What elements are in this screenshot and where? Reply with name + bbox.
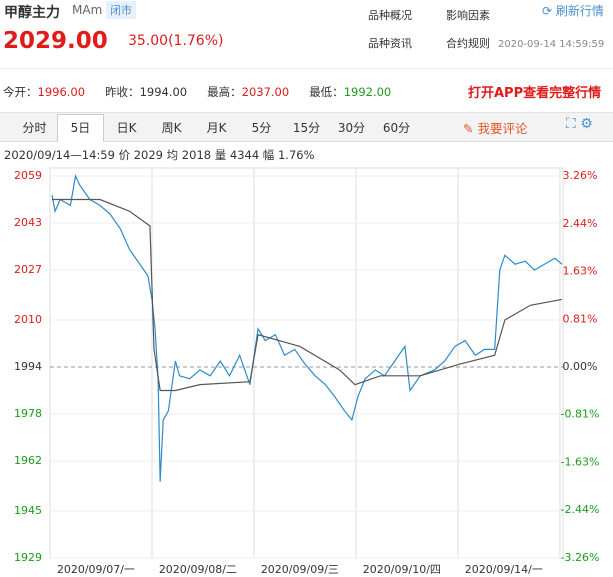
stat-label: 今开：	[3, 85, 38, 99]
price: 2029.00	[3, 28, 108, 54]
x-tick-label: 2020/09/09/三	[261, 563, 339, 576]
y-tick-label: 2059	[14, 169, 42, 182]
y2-tick-label: -2.44%	[561, 503, 600, 516]
status: 闭市	[106, 1, 136, 19]
tab[interactable]: 周K	[161, 121, 182, 135]
y-tick-label: 1929	[14, 551, 42, 564]
link[interactable]: 影响因素	[446, 9, 490, 22]
stat: 今开：1996.00	[3, 85, 85, 99]
y2-tick-label: -0.81%	[561, 407, 600, 420]
stat: 最低：1992.00	[309, 85, 391, 99]
comment-text[interactable]: 我要评论	[477, 121, 528, 136]
stat: 最高：2037.00	[207, 85, 289, 99]
stat-value: 1994.00	[139, 85, 188, 99]
link[interactable]: 品种概况	[368, 9, 412, 22]
plot-border	[49, 167, 564, 559]
tab[interactable]: 15分	[292, 121, 321, 135]
tab[interactable]: 分时	[22, 121, 47, 135]
refresh-text[interactable]: 刷新行情	[555, 4, 604, 18]
tab[interactable]: 5日	[57, 114, 104, 142]
y-tick-label: 2043	[14, 216, 42, 229]
link[interactable]: 品种资讯	[368, 37, 412, 50]
y-tick-label: 1945	[14, 504, 42, 517]
link[interactable]: 合约规则	[446, 37, 490, 50]
info: 2020/09/14—14:59 价 2029 均 2018 量 4344 幅 …	[4, 148, 315, 162]
y2-tick-label: 0.00%	[563, 360, 598, 373]
y2-tick-label: 0.81%	[563, 313, 598, 326]
y2-tick-label: 1.63%	[563, 265, 598, 278]
stat-label: 最低：	[309, 85, 344, 99]
stats: 今开：1996.00 昨收：1994.00 最高：2037.00 最低：1992.00	[3, 84, 411, 100]
stat-value: 1996.00	[37, 85, 86, 99]
x-tick-label: 2020/09/10/四	[363, 563, 441, 576]
tab[interactable]: 月K	[206, 121, 227, 135]
y2-tick-label: 3.26%	[563, 169, 598, 182]
fullscreen[interactable]: ⛶ ⚙	[566, 116, 593, 132]
stat-label: 最高：	[207, 85, 242, 99]
tab-bar: 分时 5日 日K 周K 月K 5分 15分 30分 60分 ✎ 我要评论 ⛶ ⚙	[0, 112, 613, 142]
series-line	[51, 174, 563, 482]
tab[interactable]: 30分	[337, 121, 366, 135]
divider	[0, 68, 613, 69]
x-tick-label: 2020/09/07/一	[57, 563, 135, 576]
tab[interactable]: 5分	[251, 121, 272, 135]
time: 2020-09-14 14:59:59	[498, 39, 605, 50]
y-tick-label: 2010	[14, 313, 42, 326]
tab[interactable]: 60分	[382, 121, 411, 135]
tabs: 分时 5日 日K 周K 月K 5分 15分 30分 60分	[12, 114, 419, 142]
x-tick-label: 2020/09/14/一	[465, 563, 543, 576]
stat-value: 1992.00	[343, 85, 392, 99]
y-tick-label: 2027	[14, 263, 42, 276]
y2-tick-label: -1.63%	[561, 456, 600, 469]
app-link[interactable]: 打开APP查看完整行情	[468, 86, 602, 101]
comment[interactable]: ✎ 我要评论	[463, 121, 528, 136]
title: 甲醇主力	[4, 5, 60, 21]
series-line	[52, 198, 563, 392]
stat-label: 昨收：	[105, 85, 140, 99]
stat-value: 2037.00	[241, 85, 290, 99]
stat: 昨收：1994.00	[105, 85, 187, 99]
change: 35.00(1.76%)	[128, 33, 224, 49]
x-tick-label: 2020/09/08/二	[159, 563, 237, 576]
y2-tick-label: 2.44%	[563, 217, 598, 230]
y-tick-label: 1978	[14, 407, 42, 420]
y-tick-label: 1994	[14, 360, 42, 373]
y-tick-label: 1962	[14, 454, 42, 467]
refresh[interactable]: ⟳ 刷新行情	[542, 4, 604, 18]
code: MAm	[72, 3, 103, 17]
tab[interactable]: 日K	[116, 121, 137, 135]
y2-tick-label: -3.26%	[561, 551, 600, 564]
